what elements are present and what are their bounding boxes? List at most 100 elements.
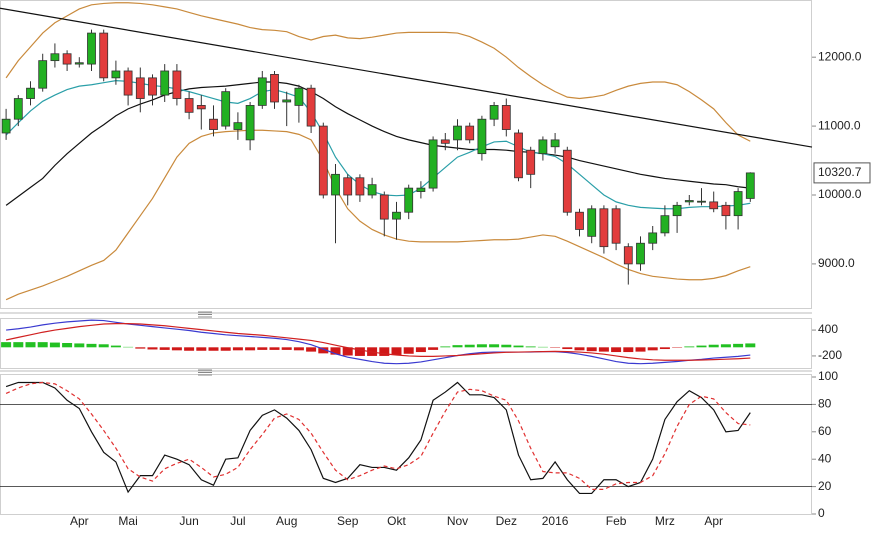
last-price-label: 10320.7: [818, 165, 862, 179]
y-tick-label: 12000.0: [818, 49, 862, 63]
macd-histogram-bar: [26, 342, 36, 347]
macd-histogram-bar: [684, 346, 694, 347]
candle-body: [234, 123, 242, 130]
x-tick-label: Feb: [606, 514, 627, 528]
candle-body: [527, 150, 535, 174]
candle-body: [429, 140, 437, 188]
macd-histogram-bar: [306, 347, 316, 351]
macd-histogram-bar: [648, 347, 658, 350]
candle-body: [75, 63, 83, 64]
macd-histogram-bar: [87, 344, 97, 347]
x-tick-label: 2016: [542, 514, 569, 528]
candle-body: [746, 173, 754, 199]
candle-body: [405, 188, 413, 212]
candle-body: [319, 126, 327, 195]
macd-histogram-bar: [514, 346, 524, 348]
x-tick-label: Aug: [276, 514, 297, 528]
candle-body: [295, 88, 303, 105]
macd-histogram-bar: [13, 342, 23, 347]
candle-body: [173, 71, 181, 99]
y-tick-label: 80: [818, 397, 832, 411]
candle-body: [722, 205, 730, 215]
macd-histogram-bar: [38, 342, 48, 347]
y-tick-label: -200: [818, 348, 842, 362]
candle-body: [271, 74, 279, 102]
candle-body: [551, 140, 559, 147]
candle-body: [612, 209, 620, 243]
macd-histogram-bar: [587, 347, 597, 351]
candle-body: [63, 54, 71, 64]
macd-histogram-bar: [233, 347, 243, 350]
candle-body: [515, 133, 523, 178]
candle-body: [161, 71, 169, 95]
candle-body: [51, 54, 59, 61]
candle-body: [27, 88, 35, 98]
macd-histogram-bar: [636, 347, 646, 351]
candle-body: [637, 243, 645, 264]
candle-body: [490, 105, 498, 119]
candle-body: [466, 126, 474, 140]
candle-body: [368, 185, 376, 195]
macd-histogram-bar: [623, 347, 633, 352]
macd-histogram-bar: [416, 347, 426, 352]
candle-body: [197, 105, 205, 108]
candle-body: [441, 140, 449, 143]
macd-histogram-bar: [745, 343, 755, 347]
x-tick-label: Apr: [70, 514, 89, 528]
x-tick-label: Mai: [118, 514, 137, 528]
x-tick-label: Dez: [496, 514, 517, 528]
candle-body: [185, 99, 193, 113]
macd-histogram-bar: [62, 343, 72, 347]
candle-body: [661, 216, 669, 233]
macd-histogram-bar: [245, 347, 255, 350]
macd-histogram-bar: [392, 347, 402, 355]
candle-body: [2, 119, 10, 133]
macd-histogram-bar: [697, 346, 707, 348]
candle-body: [588, 209, 596, 237]
x-tick-label: Jul: [230, 514, 245, 528]
macd-histogram-bar: [172, 347, 182, 350]
macd-histogram-bar: [196, 347, 206, 350]
x-tick-label: Mrz: [655, 514, 675, 528]
y-tick-label: 100: [818, 369, 838, 383]
macd-histogram-bar: [721, 344, 731, 347]
candle-body: [210, 119, 218, 129]
candle-body: [380, 195, 388, 219]
candle-body: [624, 247, 632, 264]
candle-body: [685, 201, 693, 202]
macd-histogram-bar: [501, 345, 511, 348]
candle-body: [149, 78, 157, 95]
candle-body: [258, 78, 266, 106]
macd-histogram-bar: [465, 345, 475, 348]
macd-histogram-bar: [453, 345, 463, 347]
macd-histogram-bar: [404, 347, 414, 353]
macd-histogram-bar: [270, 347, 280, 350]
candle-body: [246, 105, 254, 139]
macd-histogram-bar: [184, 347, 194, 350]
macd-histogram-bar: [599, 347, 609, 351]
candle-body: [356, 178, 364, 195]
macd-histogram-bar: [74, 343, 84, 347]
macd-histogram-bar: [611, 347, 621, 352]
macd-histogram-bar: [1, 342, 11, 347]
macd-histogram-bar: [709, 345, 719, 348]
candle-body: [454, 126, 462, 140]
candle-body: [332, 174, 340, 195]
candle-body: [283, 100, 291, 102]
candle-body: [649, 233, 657, 243]
macd-histogram-bar: [50, 343, 60, 348]
macd-histogram-bar: [440, 346, 450, 347]
macd-histogram-bar: [221, 347, 231, 350]
x-tick-label: Nov: [447, 514, 468, 528]
macd-histogram-bar: [135, 347, 145, 348]
candle-body: [344, 178, 352, 195]
candle-body: [88, 33, 96, 64]
candle-body: [563, 150, 571, 212]
macd-histogram-bar: [428, 347, 438, 350]
candle-body: [734, 192, 742, 216]
y-tick-label: 10000.0: [818, 187, 862, 201]
candle-body: [576, 212, 584, 229]
x-tick-label: Okt: [387, 514, 406, 528]
y-tick-label: 400: [818, 322, 838, 336]
